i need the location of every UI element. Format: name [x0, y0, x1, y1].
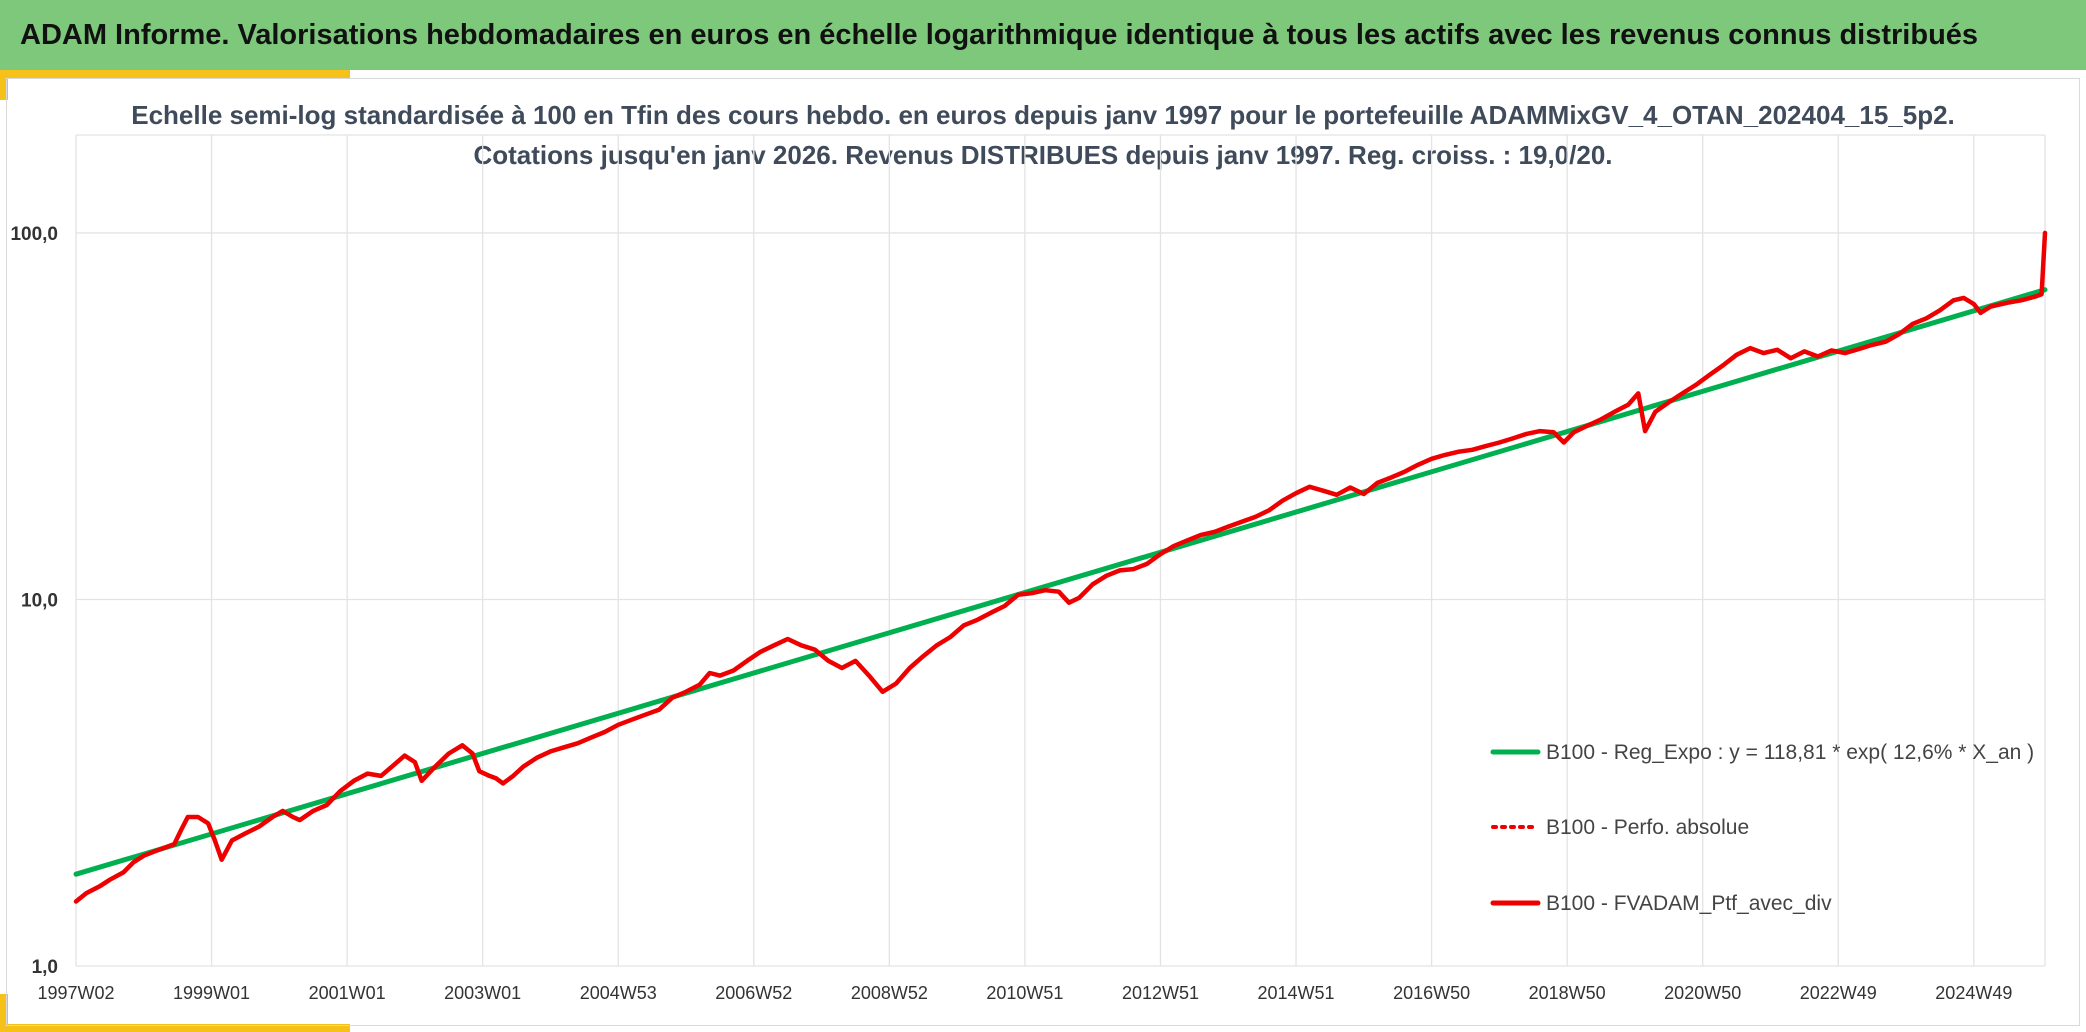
- accent-bar-top: [0, 70, 350, 78]
- x-tick-label: 2003W01: [444, 983, 521, 1003]
- x-tick-label: 2006W52: [715, 983, 792, 1003]
- legend-label-1: B100 - Perfo. absolue: [1546, 816, 1749, 839]
- legend-label-0: B100 - Reg_Expo : y = 118,81 * exp( 12,6…: [1546, 741, 2034, 764]
- x-tick-label: 2001W01: [309, 983, 386, 1003]
- x-tick-label: 1999W01: [173, 983, 250, 1003]
- series-line-2: [73, 230, 2048, 904]
- chart-frame: [6, 78, 2080, 1026]
- accent-bar-bottom: [0, 1024, 350, 1032]
- x-tick-label: 2004W53: [580, 983, 657, 1003]
- x-tick-label: 2024W49: [1935, 983, 2012, 1003]
- accent-corner-bottom: [0, 994, 8, 1032]
- x-tick-label: 2016W50: [1393, 983, 1470, 1003]
- legend-label-2: B100 - FVADAM_Ptf_avec_div: [1546, 892, 1832, 915]
- x-tick-label: 2020W50: [1664, 983, 1741, 1003]
- x-tick-label: 2014W51: [1258, 983, 1335, 1003]
- x-tick-label: 2008W52: [851, 983, 928, 1003]
- y-tick-label: 1,0: [32, 957, 58, 978]
- x-tick-label: 2012W51: [1122, 983, 1199, 1003]
- series-line-0: [73, 287, 2048, 877]
- x-tick-label: 2018W50: [1529, 983, 1606, 1003]
- x-tick-label: 2010W51: [986, 983, 1063, 1003]
- x-tick-label: 1997W02: [37, 983, 114, 1003]
- y-tick-label: 100,0: [10, 224, 58, 245]
- chart-title: Echelle semi-log standardisée à 100 en T…: [131, 100, 1955, 130]
- report-banner: ADAM Informe. Valorisations hebdomadaire…: [0, 0, 2086, 70]
- y-tick-label: 10,0: [21, 590, 58, 611]
- accent-corner-top: [0, 70, 8, 100]
- x-tick-label: 2022W49: [1800, 983, 1877, 1003]
- chart-subtitle: Cotations jusqu'en janv 2026. Revenus DI…: [473, 140, 1613, 170]
